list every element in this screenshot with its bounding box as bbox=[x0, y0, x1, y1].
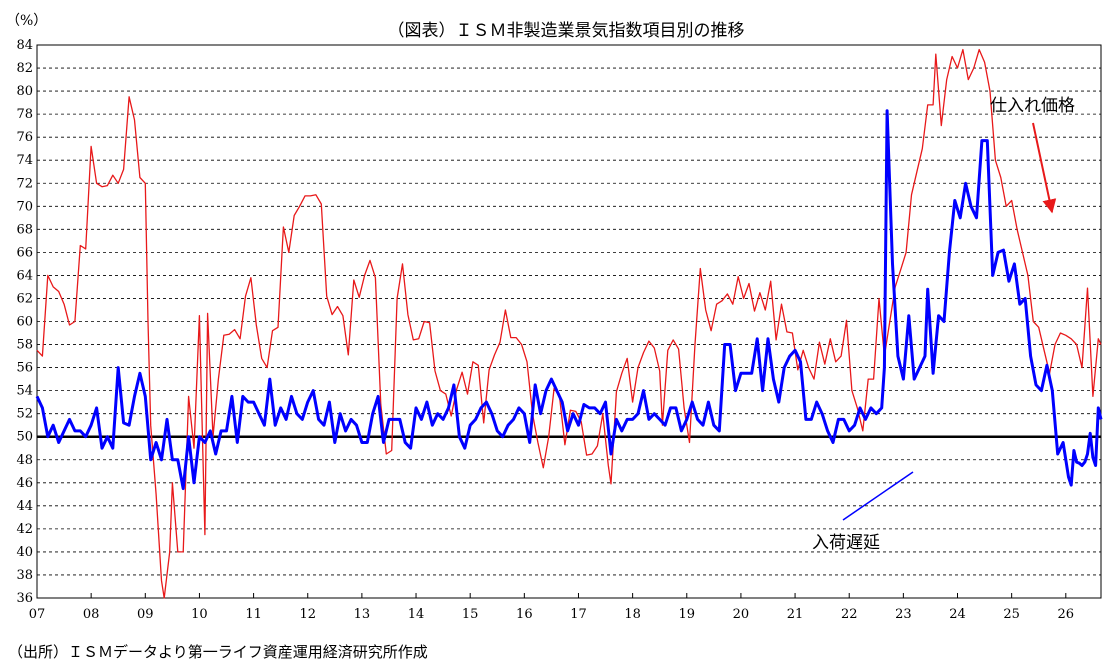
y-tick-label: 58 bbox=[16, 338, 33, 353]
y-tick-label: 40 bbox=[16, 545, 33, 560]
y-tick-label: 82 bbox=[16, 61, 33, 76]
x-tick-label: 18 bbox=[624, 607, 641, 622]
x-tick-label: 11 bbox=[245, 607, 262, 622]
y-axis-ticks: 84 82 80 78 76 74 72 70 68 66 64 62 60 58 56 54 52 50 48 46… bbox=[16, 38, 33, 606]
x-tick-label: 24 bbox=[949, 607, 966, 622]
y-tick-label: 84 bbox=[16, 38, 33, 53]
y-tick-label: 80 bbox=[16, 84, 33, 99]
annotation-supplier-deliveries: 入荷遅延 bbox=[812, 533, 880, 553]
x-tick-label: 10 bbox=[191, 607, 208, 622]
y-tick-label: 70 bbox=[16, 199, 33, 214]
y-tick-label: 48 bbox=[16, 453, 33, 468]
x-tick-label: 15 bbox=[462, 607, 479, 622]
annotation-supplier-deliveries-line bbox=[842, 471, 914, 521]
y-tick-label: 64 bbox=[16, 268, 33, 283]
y-tick-label: 52 bbox=[16, 407, 33, 422]
x-tick-label: 13 bbox=[354, 607, 371, 622]
y-tick-label: 68 bbox=[16, 222, 33, 237]
x-tick-label: 09 bbox=[137, 607, 154, 622]
x-tick-label: 25 bbox=[1003, 607, 1020, 622]
chart-title: （図表）ＩＳＭ非製造業景気指数項目別の推移 bbox=[388, 21, 745, 41]
y-tick-label: 72 bbox=[16, 176, 33, 191]
y-tick-label: 36 bbox=[16, 591, 33, 606]
x-tick-label: 16 bbox=[516, 607, 533, 622]
series-lines bbox=[35, 48, 1103, 599]
y-tick-label: 74 bbox=[16, 153, 33, 168]
y-tick-label: 76 bbox=[16, 130, 33, 145]
annotation-purchase-price-arrow bbox=[1032, 122, 1057, 214]
y-tick-label: 54 bbox=[16, 384, 33, 399]
x-tick-label: 14 bbox=[408, 607, 425, 622]
source-note: （出所）ＩＳＭデータより第一ライフ資産運用経済研究所作成 bbox=[8, 643, 428, 661]
annotations: 仕入れ価格 入荷遅延 bbox=[812, 96, 1075, 553]
y-tick-label: 62 bbox=[16, 291, 33, 306]
x-tick-label: 20 bbox=[733, 607, 750, 622]
y-tick-label: 66 bbox=[16, 245, 33, 260]
series-line-purchase-price bbox=[36, 48, 1102, 599]
y-tick-label: 46 bbox=[16, 476, 33, 491]
plot-frame bbox=[36, 44, 1102, 599]
y-tick-label: 44 bbox=[16, 499, 33, 514]
annotation-purchase-price: 仕入れ価格 bbox=[990, 96, 1075, 116]
x-tick-label: 21 bbox=[787, 607, 804, 622]
x-tick-label: 19 bbox=[678, 607, 695, 622]
series-line-supplier-deliveries bbox=[35, 109, 1103, 491]
x-tick-label: 26 bbox=[1058, 607, 1075, 622]
y-tick-label: 56 bbox=[16, 361, 33, 376]
x-tick-label: 12 bbox=[299, 607, 316, 622]
y-tick-label: 50 bbox=[16, 430, 33, 445]
grid bbox=[36, 44, 1102, 599]
y-tick-label: 42 bbox=[16, 522, 33, 537]
y-tick-label: 78 bbox=[16, 107, 33, 122]
x-tick-label: 07 bbox=[29, 607, 46, 622]
x-tick-label: 17 bbox=[570, 607, 587, 622]
x-axis-ticks: 07 08 09 10 11 12 13 14 15 16 17 18 19 20 21 22 23 24 25 26 bbox=[29, 593, 1074, 622]
x-tick-label: 08 bbox=[83, 607, 100, 622]
x-tick-label: 22 bbox=[841, 607, 858, 622]
x-tick-label: 23 bbox=[895, 607, 912, 622]
y-unit-label: （%） bbox=[6, 13, 47, 29]
y-tick-label: 38 bbox=[16, 568, 33, 583]
y-tick-label: 60 bbox=[16, 315, 33, 330]
